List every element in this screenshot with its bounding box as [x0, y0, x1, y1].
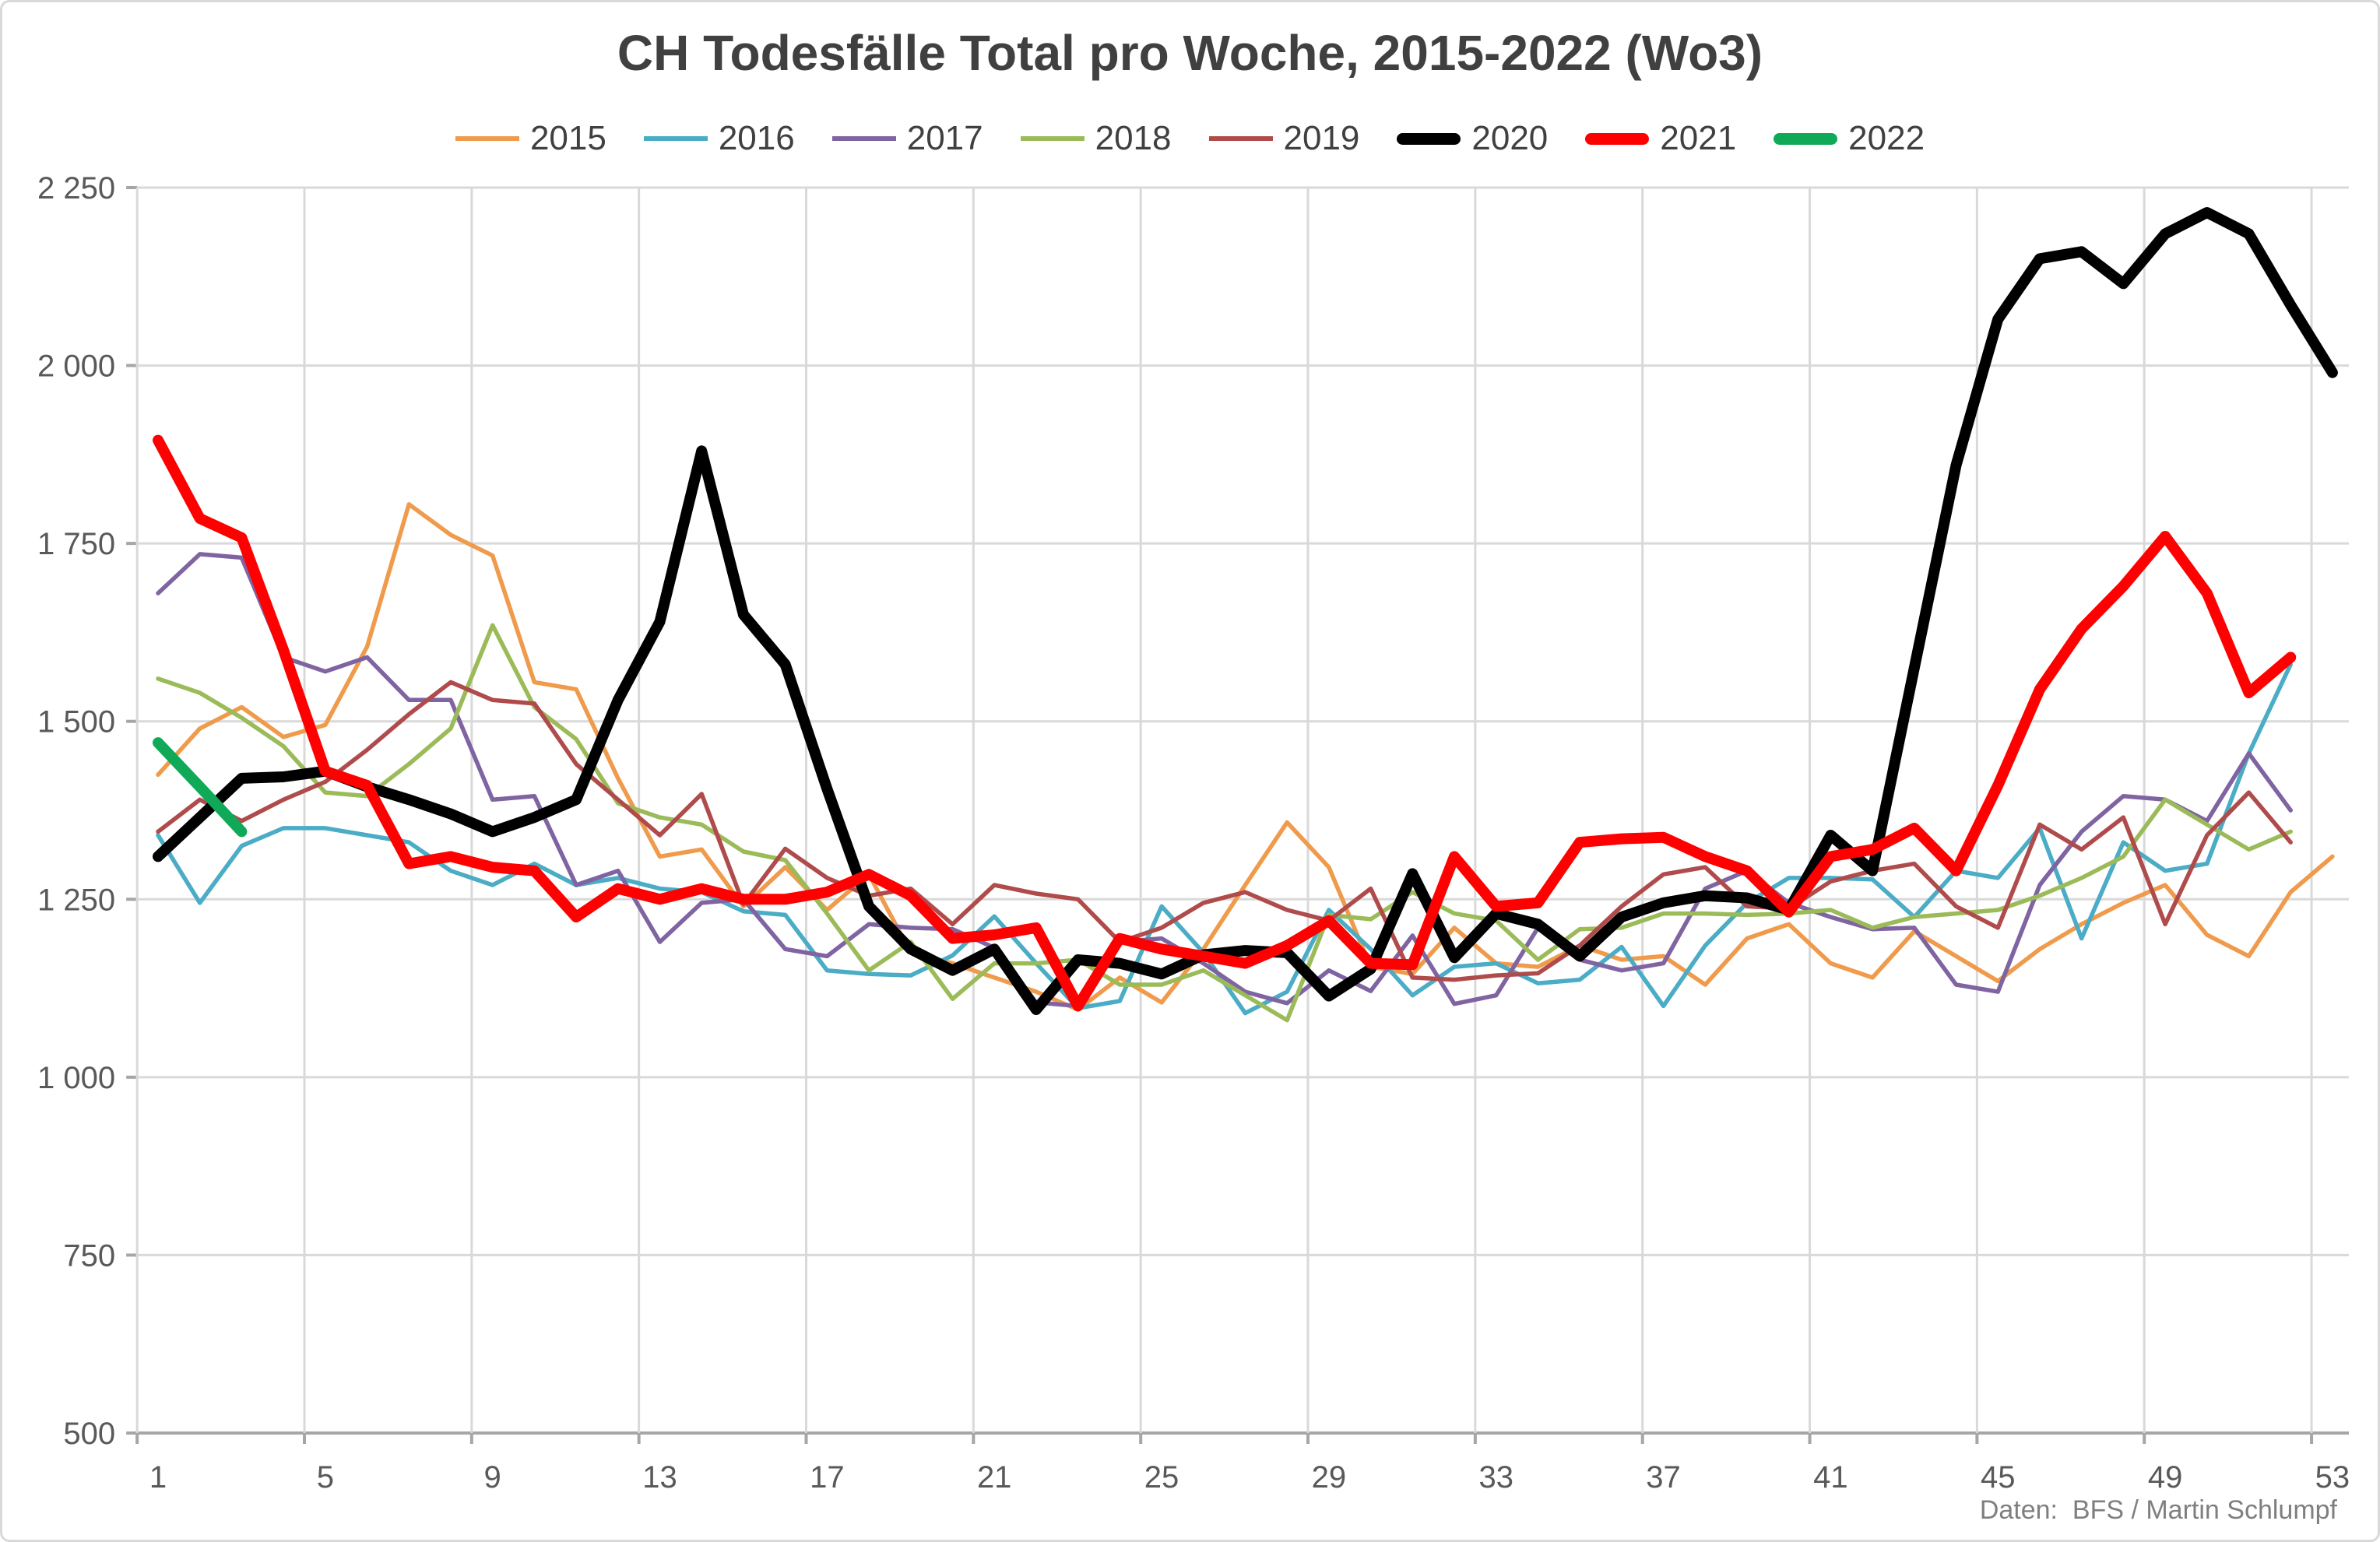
chart-line-2021: [153, 434, 2297, 1012]
y-tick-label: 1 500: [37, 705, 115, 739]
chart-legend: 2015 2016 2017 2018 2019 2020 2021 2022: [2, 119, 2378, 158]
x-tick-label: 21: [977, 1460, 1012, 1495]
x-tick-label: 53: [2315, 1460, 2350, 1495]
legend-swatch-2022: [1774, 132, 1838, 145]
legend-item-2018: 2018: [1020, 119, 1172, 158]
x-tick-label: 33: [1478, 1460, 1513, 1495]
y-tick-label: 1 250: [37, 883, 115, 917]
chart-line-2019: [156, 680, 2293, 982]
legend-item-2017: 2017: [831, 119, 983, 158]
x-tick-label: 29: [1312, 1460, 1347, 1495]
x-tick-label: 41: [1813, 1460, 1848, 1495]
legend-item-2019: 2019: [1208, 119, 1360, 158]
legend-label: 2018: [1095, 119, 1172, 157]
legend-item-2021: 2021: [1585, 119, 1736, 158]
legend-swatch-2016: [643, 136, 708, 141]
x-tick-label: 37: [1646, 1460, 1681, 1495]
y-tick-label: 2 000: [37, 349, 115, 384]
x-tick-label: 5: [317, 1460, 334, 1495]
chart-line-2020: [153, 207, 2338, 1015]
x-tick-label: 25: [1144, 1460, 1179, 1495]
chart-title: CH Todesfälle Total pro Woche, 2015-2022…: [617, 25, 1763, 81]
y-tick-label: 500: [63, 1417, 115, 1451]
x-tick-label: 13: [642, 1460, 677, 1495]
chart-line-2022: [153, 737, 248, 838]
legend-swatch-2021: [1585, 132, 1650, 145]
legend-swatch-2020: [1397, 132, 1461, 145]
legend-label: 2016: [718, 119, 795, 157]
x-tick-label: 45: [1981, 1460, 2016, 1495]
chart-line-2015: [156, 502, 2335, 1012]
data-source-note: Daten: BFS / Martin Schlumpf: [1979, 1495, 2337, 1525]
x-tick-label: 49: [2148, 1460, 2183, 1495]
legend-swatch-2018: [1020, 136, 1085, 141]
legend-label: 2022: [1848, 119, 1925, 157]
chart-line-2017: [156, 552, 2293, 1009]
y-tick-label: 1 750: [37, 527, 115, 561]
legend-label: 2017: [906, 119, 983, 157]
legend-swatch-2019: [1208, 136, 1273, 141]
legend-swatch-2017: [831, 136, 896, 141]
legend-item-2020: 2020: [1397, 119, 1548, 158]
x-tick-label: 9: [484, 1460, 501, 1495]
legend-item-2022: 2022: [1774, 119, 1925, 158]
legend-label: 2019: [1283, 119, 1360, 157]
legend-item-2016: 2016: [643, 119, 795, 158]
legend-label: 2020: [1471, 119, 1549, 157]
chart-line-2018: [156, 623, 2293, 1023]
x-tick-label: 1: [149, 1460, 167, 1495]
legend-item-2015: 2015: [455, 119, 606, 158]
x-tick-label: 17: [810, 1460, 845, 1495]
y-tick-label: 750: [63, 1238, 115, 1273]
legend-label: 2015: [529, 119, 606, 157]
legend-label: 2021: [1660, 119, 1737, 157]
legend-swatch-2015: [455, 136, 519, 141]
y-tick-label: 1 000: [37, 1061, 115, 1095]
y-tick-label: 2 250: [37, 171, 115, 205]
